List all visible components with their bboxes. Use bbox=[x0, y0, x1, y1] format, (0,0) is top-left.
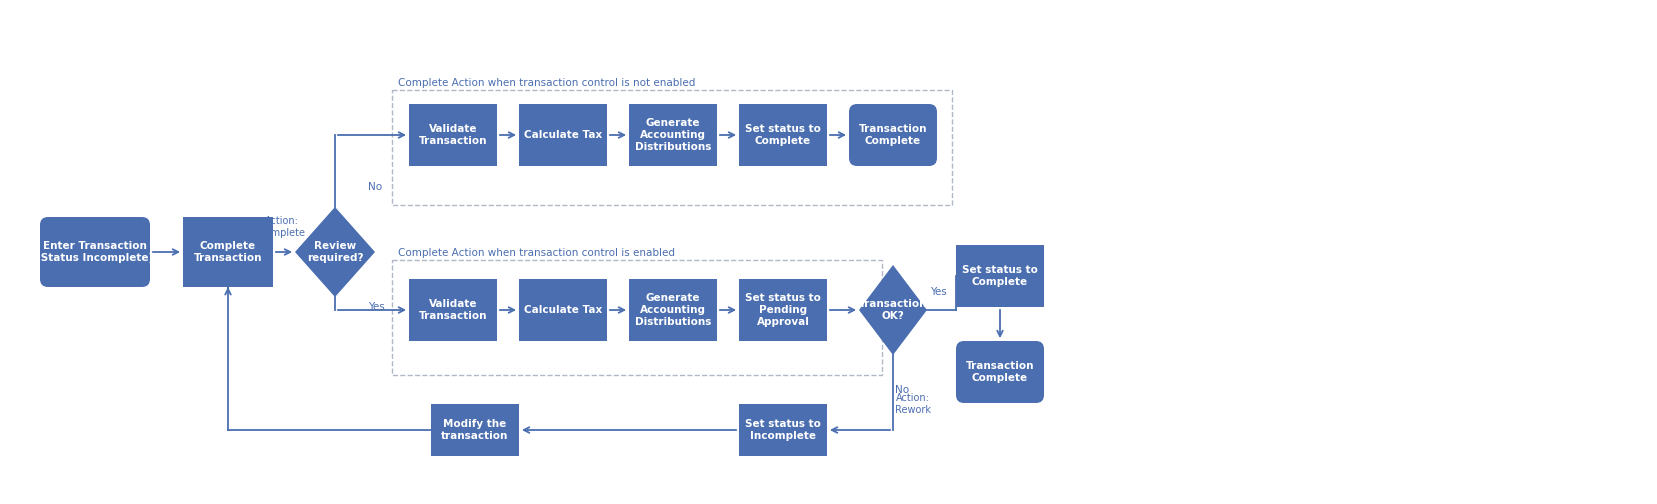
Text: Complete Action when transaction control is not enabled: Complete Action when transaction control… bbox=[398, 78, 696, 88]
Text: Yes: Yes bbox=[930, 287, 946, 297]
FancyBboxPatch shape bbox=[630, 104, 717, 166]
Text: Set status to
Complete: Set status to Complete bbox=[963, 265, 1037, 287]
Text: Complete Action when transaction control is enabled: Complete Action when transaction control… bbox=[398, 248, 674, 258]
FancyBboxPatch shape bbox=[409, 104, 497, 166]
FancyBboxPatch shape bbox=[182, 217, 273, 287]
Text: Action:
Approve: Action: Approve bbox=[954, 277, 996, 299]
Text: Modify the
transaction: Modify the transaction bbox=[441, 419, 509, 441]
Text: Validate
Transaction: Validate Transaction bbox=[419, 299, 487, 321]
FancyBboxPatch shape bbox=[739, 404, 827, 456]
Text: No: No bbox=[368, 182, 383, 192]
FancyBboxPatch shape bbox=[739, 279, 827, 341]
Polygon shape bbox=[295, 207, 374, 297]
FancyBboxPatch shape bbox=[956, 245, 1044, 307]
Text: Generate
Accounting
Distributions: Generate Accounting Distributions bbox=[635, 293, 711, 328]
Polygon shape bbox=[858, 265, 926, 355]
FancyBboxPatch shape bbox=[40, 217, 151, 287]
Text: Set status to
Pending
Approval: Set status to Pending Approval bbox=[746, 293, 820, 328]
FancyBboxPatch shape bbox=[848, 104, 936, 166]
Text: Calculate Tax: Calculate Tax bbox=[524, 305, 601, 315]
FancyBboxPatch shape bbox=[630, 279, 717, 341]
FancyBboxPatch shape bbox=[431, 404, 519, 456]
Text: Transaction
OK?: Transaction OK? bbox=[858, 299, 928, 321]
Text: Set status to
Complete: Set status to Complete bbox=[746, 124, 820, 146]
Text: Complete
Transaction: Complete Transaction bbox=[194, 241, 262, 263]
FancyBboxPatch shape bbox=[519, 279, 606, 341]
FancyBboxPatch shape bbox=[519, 104, 606, 166]
FancyBboxPatch shape bbox=[739, 104, 827, 166]
Text: Calculate Tax: Calculate Tax bbox=[524, 130, 601, 140]
Text: Yes: Yes bbox=[368, 302, 384, 312]
Text: Enter Transaction
(Status Incomplete): Enter Transaction (Status Incomplete) bbox=[36, 241, 154, 263]
Text: Review
required?: Review required? bbox=[307, 241, 363, 263]
Text: Action:
Complete: Action: Complete bbox=[258, 216, 305, 238]
FancyBboxPatch shape bbox=[956, 341, 1044, 403]
Text: Validate
Transaction: Validate Transaction bbox=[419, 124, 487, 146]
Text: No: No bbox=[895, 385, 910, 395]
Text: Generate
Accounting
Distributions: Generate Accounting Distributions bbox=[635, 117, 711, 152]
Text: Transaction
Complete: Transaction Complete bbox=[966, 361, 1034, 383]
Text: Transaction
Complete: Transaction Complete bbox=[858, 124, 928, 146]
Text: Set status to
Incomplete: Set status to Incomplete bbox=[746, 419, 820, 441]
Text: Action:
Rework: Action: Rework bbox=[895, 394, 931, 415]
FancyBboxPatch shape bbox=[409, 279, 497, 341]
